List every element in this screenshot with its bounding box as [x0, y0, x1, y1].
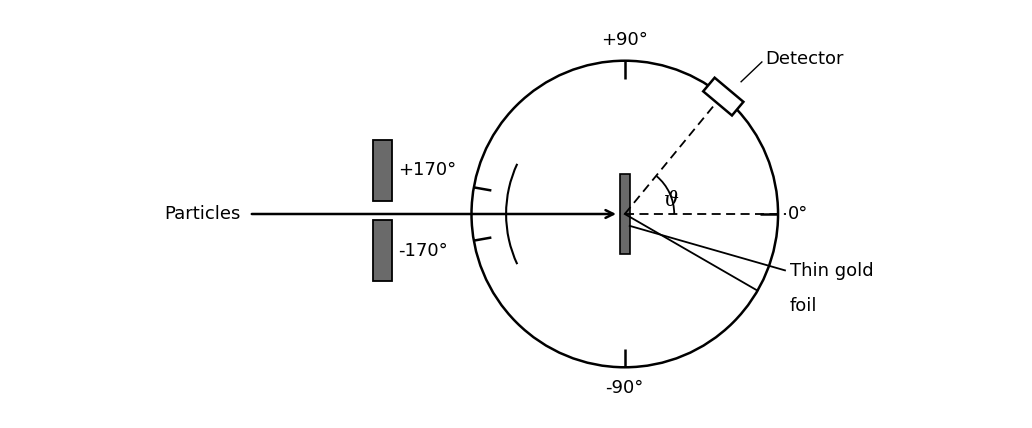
Polygon shape: [703, 78, 743, 116]
Text: Thin gold: Thin gold: [789, 262, 873, 280]
Text: -170°: -170°: [398, 241, 448, 260]
Text: -90°: -90°: [606, 379, 644, 397]
Bar: [373, 220, 392, 281]
Text: foil: foil: [789, 297, 817, 315]
Text: 0°: 0°: [788, 205, 808, 223]
Text: +170°: +170°: [398, 161, 456, 179]
Text: Detector: Detector: [765, 50, 843, 68]
Text: +90°: +90°: [602, 31, 648, 49]
Text: Particles: Particles: [165, 205, 241, 223]
Bar: [373, 140, 392, 201]
Text: ϑ: ϑ: [664, 191, 679, 210]
Bar: [620, 175, 630, 253]
